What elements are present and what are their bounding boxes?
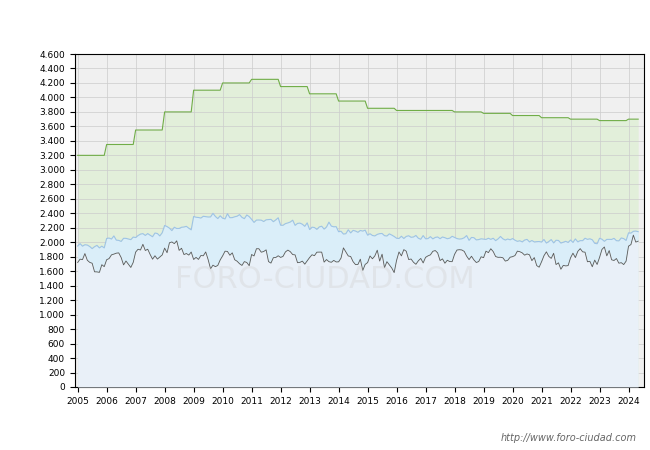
Text: http://www.foro-ciudad.com: http://www.foro-ciudad.com [501, 433, 637, 443]
Text: Medina de Pomar - Evolucion de la poblacion en edad de Trabajar Mayo de 2024: Medina de Pomar - Evolucion de la poblac… [40, 17, 610, 30]
Text: FORO-CIUDAD.COM: FORO-CIUDAD.COM [175, 265, 475, 293]
